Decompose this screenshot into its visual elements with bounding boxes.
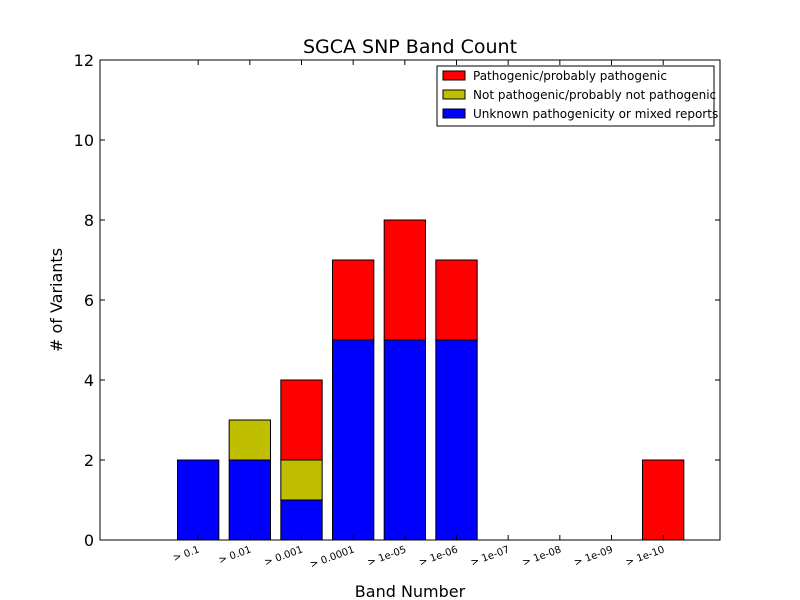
legend-box	[436, 65, 715, 127]
bar-segment	[228, 459, 272, 541]
legend-label: Pathogenic/probably pathogenic	[473, 69, 667, 83]
legend-swatch	[442, 89, 466, 100]
bar-segment	[280, 459, 323, 501]
legend-label: Unknown pathogenicity or mixed reports	[473, 107, 718, 121]
legend-swatch	[442, 70, 466, 81]
y-tick-label: 12	[74, 51, 94, 70]
y-tick-label: 0	[84, 531, 94, 550]
y-tick-label: 10	[74, 131, 94, 150]
bar-segment	[642, 459, 685, 541]
y-axis-label: # of Variants	[47, 248, 66, 352]
bar-segment	[177, 459, 220, 541]
chart-title: SGCA SNP Band Count	[303, 36, 517, 58]
bar-segment	[332, 339, 375, 541]
legend-label: Not pathogenic/probably not pathogenic	[473, 88, 716, 102]
bar-segment	[383, 339, 426, 541]
legend-swatch	[442, 108, 466, 119]
y-tick-label: 8	[84, 211, 94, 230]
bar-segment	[228, 419, 272, 461]
legend: Pathogenic/probably pathogenic Not pathog…	[436, 65, 718, 127]
y-tick-label: 4	[84, 371, 94, 390]
y-tick-label: 6	[84, 291, 94, 310]
bar-segment	[280, 379, 323, 461]
bars-group	[177, 219, 685, 541]
bar-segment	[280, 499, 323, 541]
y-tick-label: 2	[84, 451, 94, 470]
bar-segment	[332, 259, 375, 341]
y-axis: 0 2 4 6 8 10 12	[74, 51, 720, 550]
bar-segment	[383, 219, 426, 341]
bar-segment	[435, 339, 478, 541]
x-axis-label: Band Number	[355, 582, 466, 600]
bar-segment	[435, 259, 478, 341]
